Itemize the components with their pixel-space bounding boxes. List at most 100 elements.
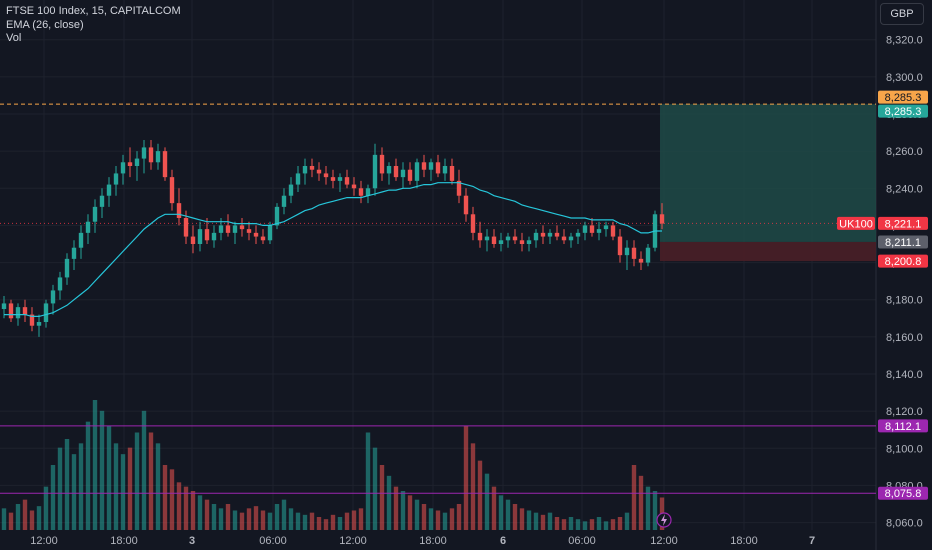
- candle-body: [1, 303, 7, 309]
- current-label-bg: [878, 216, 928, 230]
- candle-body: [113, 173, 119, 185]
- legend-vol[interactable]: Vol: [6, 32, 22, 44]
- candle-body: [351, 184, 357, 189]
- candle-body: [512, 236, 518, 241]
- candle-body: [78, 232, 84, 248]
- volume-bar: [260, 510, 266, 530]
- candle-body: [330, 177, 336, 181]
- candle-body: [288, 184, 294, 196]
- volume-bar: [106, 426, 112, 530]
- candle-body: [393, 166, 399, 178]
- candle-body: [197, 229, 203, 244]
- x-tick-label: 18:00: [730, 535, 758, 547]
- volume-bar: [519, 508, 525, 530]
- candle-body: [526, 240, 532, 244]
- candle-body: [176, 203, 182, 218]
- volume-bar: [477, 460, 483, 530]
- stop-label-bg: [878, 254, 928, 268]
- price-labels: 8,285.3 8,285.3 8,221.1 UK100 8,211.1 8,200.8…: [837, 90, 928, 500]
- candle-body: [540, 232, 546, 237]
- volume-bar: [386, 475, 392, 530]
- y-tick-label: 8,140.0: [886, 369, 923, 381]
- y-tick-label: 8,160.0: [886, 332, 923, 344]
- volume-bar: [603, 521, 609, 530]
- lightning-icon[interactable]: [656, 512, 672, 528]
- candles: [1, 140, 665, 337]
- candle-body: [533, 232, 539, 241]
- candle-body: [358, 188, 364, 196]
- volume-bar: [379, 465, 385, 530]
- volume-bar: [582, 521, 588, 530]
- legend-title[interactable]: FTSE 100 Index, 15, CAPITALCOM: [6, 5, 181, 17]
- volume-bar: [309, 512, 315, 530]
- candle-body: [211, 232, 217, 241]
- candle-body: [134, 158, 140, 166]
- target-upper-label-bg: [878, 90, 928, 104]
- volume-bar: [547, 512, 553, 530]
- volume-bar: [113, 443, 119, 530]
- volume-bar: [624, 512, 630, 530]
- candle-body: [64, 258, 70, 278]
- volume-bar: [365, 432, 371, 530]
- legend-ema[interactable]: EMA (26, close): [6, 18, 84, 31]
- candle-body: [428, 162, 434, 170]
- x-axis[interactable]: 12:00 18:00 3 06:00 12:00 18:00 6 06:00 12:00 18:…: [30, 535, 815, 547]
- volume-bar: [288, 508, 294, 530]
- volume-bar: [505, 499, 511, 530]
- volume-bar: [568, 517, 574, 530]
- currency-button[interactable]: GBP: [880, 3, 924, 25]
- volume-bar: [351, 510, 357, 530]
- volume-bar: [36, 506, 42, 530]
- candle-body: [645, 247, 651, 263]
- volume-bar: [498, 495, 504, 530]
- x-tick-label: 12:00: [30, 535, 58, 547]
- candle-body: [624, 247, 630, 256]
- current-label: 8,221.1: [885, 218, 922, 230]
- candle-body: [120, 162, 126, 174]
- candle-body: [148, 147, 154, 163]
- y-tick-label: 8,100.0: [886, 443, 923, 455]
- candle-body: [267, 225, 273, 241]
- volume-bar: [456, 504, 462, 530]
- volume-bar: [50, 465, 56, 530]
- candle-body: [50, 290, 56, 304]
- candle-body: [477, 232, 483, 241]
- candle-body: [386, 166, 392, 174]
- candle-body: [659, 214, 665, 224]
- y-tick-label: 8,060.0: [886, 518, 923, 530]
- volume-bar: [491, 486, 497, 530]
- volume-bar: [211, 504, 217, 530]
- candle-body: [36, 322, 42, 326]
- candle-body: [43, 303, 49, 322]
- volume-bar: [316, 517, 322, 530]
- candle-body: [190, 236, 196, 244]
- volume-bar: [92, 400, 98, 530]
- symbol-label-bg: [837, 216, 875, 230]
- target-upper-label: 8,285.3: [885, 92, 922, 104]
- x-tick-label: 7: [809, 535, 815, 547]
- candle-body: [449, 166, 455, 181]
- candle-body: [253, 232, 259, 237]
- volume-bar: [652, 491, 658, 530]
- volume-bar: [281, 499, 287, 530]
- chart-legend: FTSE 100 Index, 15, CAPITALCOM EMA (26, …: [6, 5, 181, 46]
- x-tick-label: 3: [189, 535, 195, 547]
- candle-body: [309, 166, 315, 170]
- volume-bar: [162, 465, 168, 530]
- volume-bar: [638, 475, 644, 530]
- candle-body: [218, 225, 224, 233]
- candle-body: [379, 154, 385, 174]
- candle-body: [421, 162, 427, 170]
- candle-body: [204, 229, 210, 241]
- candle-body: [57, 277, 63, 291]
- ema-line: [4, 182, 662, 317]
- volume-bar: [267, 512, 273, 530]
- volume-bar: [253, 506, 259, 530]
- candle-body: [260, 236, 266, 241]
- candle-body: [225, 225, 231, 233]
- volume-bar: [232, 510, 238, 530]
- candle-body: [344, 177, 350, 185]
- candle-body: [99, 195, 105, 207]
- volume-bar: [442, 512, 448, 530]
